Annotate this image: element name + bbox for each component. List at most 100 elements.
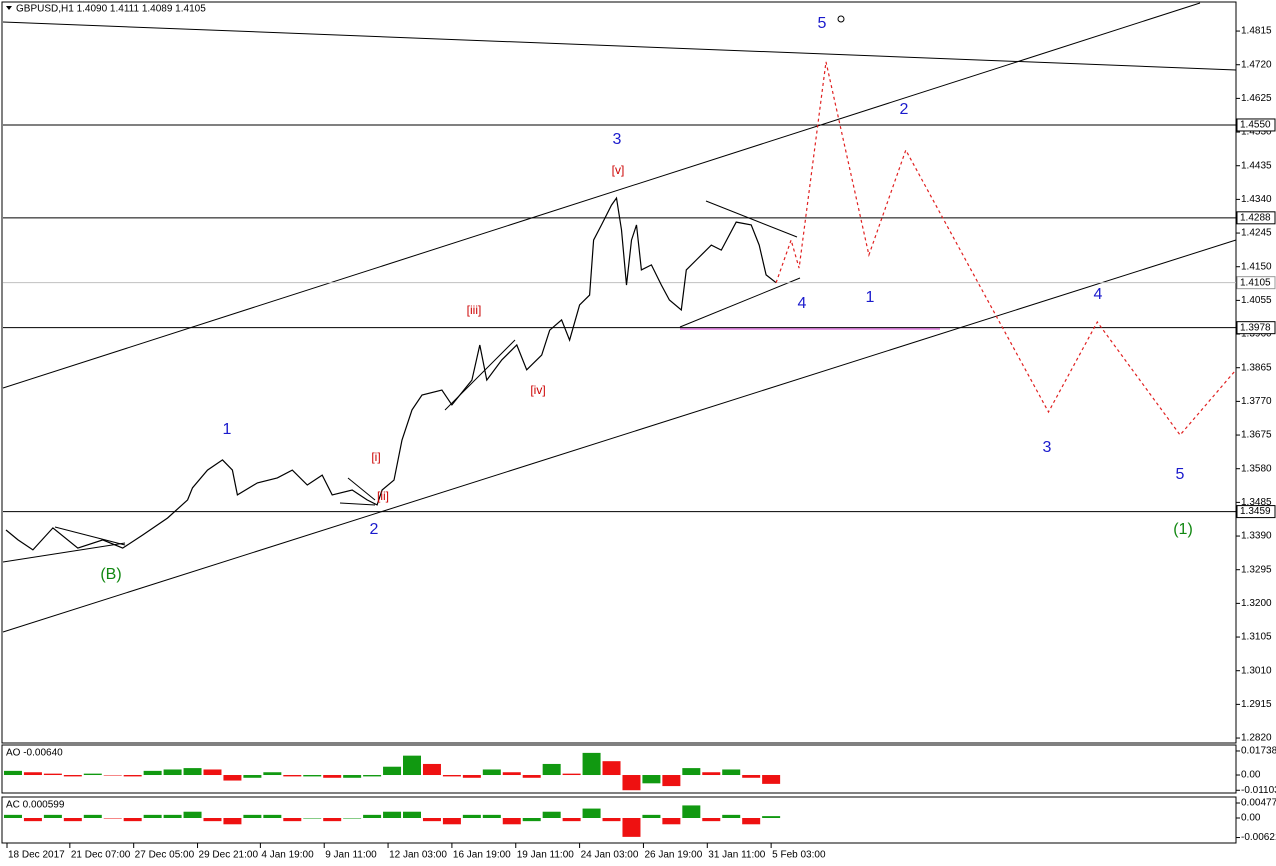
histogram-bar (43, 814, 62, 819)
x-tick-label: 19 Jan 11:00 (517, 850, 575, 861)
histogram-bar (23, 772, 42, 776)
menu-arrow[interactable] (6, 6, 12, 10)
channel-line (2, 2, 1201, 389)
histogram-bar (742, 818, 761, 825)
histogram-bar (562, 773, 581, 776)
channel-line (2, 239, 1237, 633)
histogram-bar (502, 772, 521, 776)
wave-label: 4 (798, 295, 807, 312)
histogram-bar (183, 811, 202, 819)
level-label: 1.3978 (1240, 322, 1271, 333)
y-tick-label: 1.3770 (1241, 396, 1272, 407)
y-tick-label: 0.00477 (1241, 798, 1276, 809)
x-tick-label: 21 Dec 07:00 (71, 850, 131, 861)
histogram-bar (422, 763, 441, 776)
x-tick-label: 31 Jan 11:00 (708, 850, 766, 861)
x-tick-label: 9 Jan 11:00 (325, 850, 377, 861)
histogram-bar (223, 775, 242, 781)
histogram-bar (383, 811, 402, 819)
y-tick-label: 0.00 (1241, 770, 1261, 781)
histogram-bar (722, 769, 741, 776)
y-tick-label: -0.01103 (1241, 785, 1276, 796)
wave-label: (1) (1173, 521, 1193, 538)
level-label-box (1236, 321, 1276, 335)
histogram-bar (323, 775, 342, 778)
y-tick-label: 1.4625 (1241, 93, 1272, 104)
histogram-bar (482, 769, 501, 776)
x-tick-label: 16 Jan 19:00 (453, 850, 511, 861)
histogram-bar (183, 768, 202, 776)
chart-title: GBPUSD,H1 1.4090 1.4111 1.4089 1.4105 (16, 4, 206, 15)
wave-label: 3 (1043, 439, 1052, 456)
histogram-bar (323, 818, 342, 822)
histogram-bar (363, 814, 382, 819)
histogram-bar (482, 814, 501, 819)
y-tick-label: 1.3295 (1241, 564, 1272, 575)
x-tick-label: 4 Jan 19:00 (261, 850, 314, 861)
histogram-bar (283, 818, 302, 822)
histogram-bar (582, 752, 601, 776)
x-tick-label: 29 Dec 21:00 (199, 850, 259, 861)
triangle-line (679, 277, 801, 328)
price-line (5, 196, 777, 551)
histogram-bar (522, 775, 541, 778)
trend-line (2, 542, 126, 563)
y-tick-label: 1.4340 (1241, 194, 1272, 205)
wave-label: 2 (900, 101, 909, 118)
histogram-bar (642, 814, 661, 819)
wave-label: [iv] (530, 383, 545, 397)
histogram-bar (163, 769, 182, 776)
y-tick-label: 1.3105 (1241, 632, 1272, 643)
y-tick-label: 1.3865 (1241, 362, 1272, 373)
wave-label: [iii] (467, 303, 482, 317)
projection-line (775, 61, 1237, 436)
y-tick-label: 1.3675 (1241, 430, 1272, 441)
wave-label: 2 (370, 521, 379, 538)
histogram-bar (243, 775, 262, 778)
y-tick-label: 1.3580 (1241, 463, 1272, 474)
y-tick-label: 0.01738 (1241, 746, 1276, 757)
wave-label: 3 (613, 131, 622, 148)
y-tick-label: 1.3960 (1241, 329, 1272, 340)
histogram-bar (83, 773, 102, 776)
y-tick-label: 1.4720 (1241, 59, 1272, 70)
histogram-bar (422, 818, 441, 822)
trend-line (2, 21, 1237, 71)
histogram-bar (343, 818, 362, 819)
histogram-bar (123, 818, 142, 822)
level-label: 1.4288 (1240, 212, 1271, 223)
wave-label: [v] (612, 163, 625, 177)
y-tick-label: 1.4150 (1241, 261, 1272, 272)
wave-label: [i] (371, 450, 380, 464)
level-label: 1.4105 (1240, 277, 1271, 288)
histogram-bar (762, 816, 781, 819)
y-tick-label: 1.3390 (1241, 531, 1272, 542)
wave-label: 5 (1176, 466, 1185, 483)
x-tick-label: 27 Dec 05:00 (135, 850, 195, 861)
histogram-bar (143, 770, 162, 776)
y-tick-label: 1.3200 (1241, 598, 1272, 609)
y-tick-label: 1.4245 (1241, 228, 1272, 239)
trend-lines (2, 2, 1237, 633)
level-label-box (1236, 276, 1276, 290)
y-tick-label: 1.4435 (1241, 160, 1272, 171)
histogram-bar (442, 775, 461, 777)
y-tick-label: 1.3010 (1241, 665, 1272, 676)
histogram-bar (462, 814, 481, 819)
histogram-bar (522, 818, 541, 822)
histogram-bar (203, 769, 222, 776)
histogram-bar (702, 818, 721, 822)
x-tick-label: 26 Jan 19:00 (644, 850, 702, 861)
histogram-bar (682, 805, 701, 819)
y-tick-label: 0.00 (1241, 813, 1261, 824)
histogram-bar (642, 775, 661, 784)
histogram-bar (403, 755, 422, 776)
histogram-bar (143, 814, 162, 819)
histogram-bar (243, 814, 262, 819)
histogram-bar (662, 818, 681, 825)
y-tick-label: 1.2915 (1241, 699, 1272, 710)
y-tick-label: 1.3485 (1241, 497, 1272, 508)
